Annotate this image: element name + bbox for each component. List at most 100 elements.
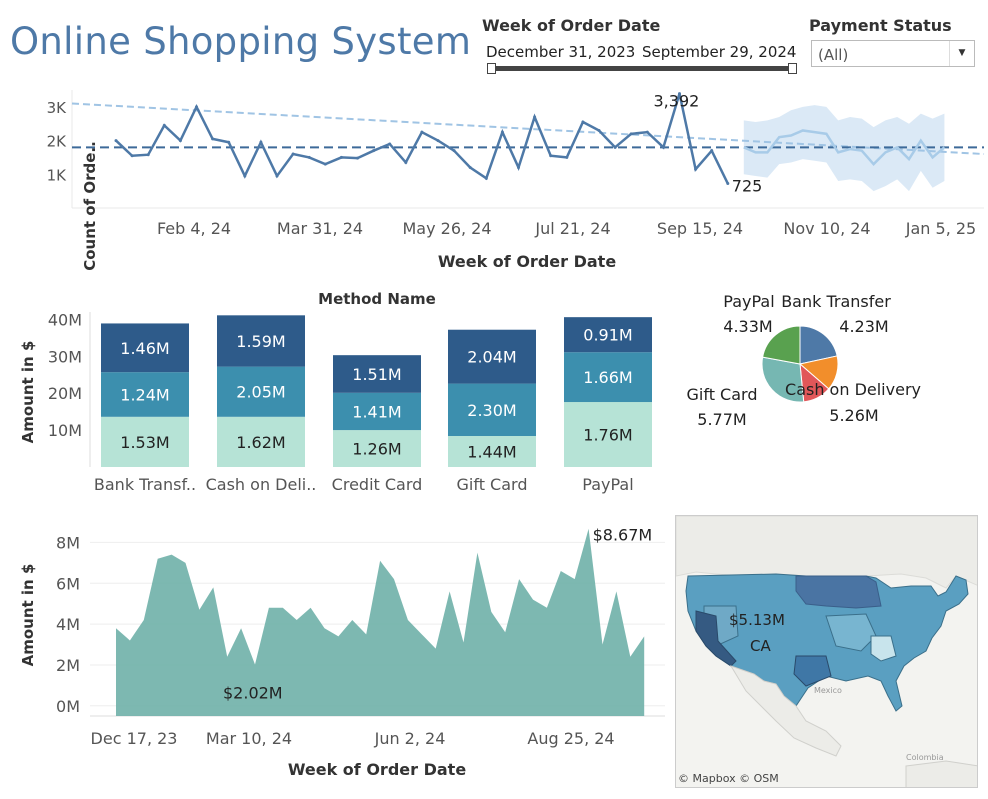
week-filter-end: September 29, 2024 xyxy=(642,43,797,61)
line-x-tick-label: Sep 15, 24 xyxy=(657,219,743,238)
area-y-tick-label: 4M xyxy=(56,615,80,634)
area-y-tick-label: 2M xyxy=(56,656,80,675)
area-y-tick-label: 6M xyxy=(56,574,80,593)
line-point xyxy=(533,115,537,119)
line-point xyxy=(581,120,585,124)
line-annotation: 3,392 xyxy=(654,92,700,111)
line-point xyxy=(613,145,617,149)
bar-value-label: 2.04M xyxy=(467,348,516,367)
line-x-tick-label: Jul 21, 24 xyxy=(534,219,610,238)
line-x-tick-label: Mar 31, 24 xyxy=(277,219,363,238)
pie-slice-name: Cash on Delivery xyxy=(785,380,921,399)
week-range-slider[interactable] xyxy=(487,63,797,74)
line-point xyxy=(404,160,408,164)
bar-y-tick-label: 20M xyxy=(48,384,82,403)
bar-value-label: 1.46M xyxy=(120,339,169,358)
bar-value-label: 0.91M xyxy=(583,326,632,345)
pie-slice-name: Bank Transfer xyxy=(781,292,891,311)
map-value-label: $5.13M xyxy=(729,611,785,629)
bar-segment xyxy=(333,355,421,393)
payment-status-dropdown[interactable]: (All) ▼ xyxy=(811,40,975,67)
line-x-tick-label: May 26, 24 xyxy=(402,219,491,238)
bar-category-label: PayPal xyxy=(582,475,633,494)
midwest-states[interactable] xyxy=(795,575,882,609)
payment-status-value: (All) xyxy=(818,46,849,64)
bar-y-tick-label: 10M xyxy=(48,421,82,440)
bar-segment xyxy=(101,323,189,373)
bar-segment xyxy=(333,392,421,431)
line-point xyxy=(629,132,633,136)
area-x-axis-label: Week of Order Date xyxy=(288,760,467,779)
area-y-axis-label: Amount in $ xyxy=(19,564,37,667)
dashboard-title: Online Shopping System xyxy=(10,20,472,63)
bar-segment xyxy=(564,402,652,467)
line-point xyxy=(678,92,681,96)
bar-value-label: 1.41M xyxy=(352,402,401,421)
slider-end-handle[interactable] xyxy=(788,63,797,74)
line-point xyxy=(339,155,343,159)
week-filter-start: December 31, 2023 xyxy=(486,43,636,61)
bar-value-label: 1.24M xyxy=(120,385,169,404)
payment-filter-label: Payment Status xyxy=(809,16,952,35)
central-states[interactable] xyxy=(825,613,877,652)
line-point xyxy=(436,139,440,143)
area-x-tick-label: Mar 10, 24 xyxy=(206,729,292,748)
area-annotation: $8.67M xyxy=(593,526,653,545)
line-point xyxy=(275,174,279,178)
area-x-tick-label: Dec 17, 23 xyxy=(91,729,178,748)
line-y-tick-label: 2K xyxy=(47,133,68,151)
line-point xyxy=(323,162,327,166)
line-y-tick-label: 3K xyxy=(47,99,68,117)
line-point xyxy=(565,155,569,159)
us-state-map[interactable]: Mexico Colombia $5.13M CA © Mapbox © OSM xyxy=(675,515,978,788)
chevron-down-icon[interactable]: ▼ xyxy=(949,41,974,66)
bar-y-tick-label: 30M xyxy=(48,347,82,366)
area-y-tick-label: 8M xyxy=(56,533,80,552)
line-point xyxy=(259,140,263,144)
bar-segment xyxy=(564,352,652,403)
line-point xyxy=(500,130,504,134)
pie-slice-value: 4.23M xyxy=(839,317,888,336)
pie-slice-value: 5.77M xyxy=(697,410,746,429)
line-point xyxy=(227,140,231,144)
bar-segment xyxy=(564,317,652,353)
pie-slice-value: 5.26M xyxy=(829,406,878,425)
bar-chart-title: Method Name xyxy=(318,290,436,308)
pie-slice xyxy=(761,356,805,403)
actual-line xyxy=(115,93,729,185)
bar-value-label: 1.66M xyxy=(583,368,632,387)
area-x-tick-label: Aug 25, 24 xyxy=(527,729,614,748)
line-point xyxy=(162,123,166,127)
bar-value-label: 1.51M xyxy=(352,365,401,384)
bar-segment xyxy=(333,430,421,467)
slider-start-handle[interactable] xyxy=(487,63,496,74)
line-point xyxy=(468,166,472,170)
line-point xyxy=(645,130,649,134)
bar-segment xyxy=(217,416,305,467)
line-point xyxy=(114,139,118,143)
bar-segment xyxy=(448,436,536,467)
line-point xyxy=(243,174,247,178)
amount-area-chart: 0M 2M 4M 6M 8M Dec 17, 23 Mar 10, 24 Jun 2, 24… xyxy=(19,526,665,779)
map-canvas: Mexico Colombia $5.13M CA © Mapbox © OSM xyxy=(676,516,977,787)
bar-value-label: 2.30M xyxy=(467,401,516,420)
week-filter-label: Week of Order Date xyxy=(482,16,661,35)
light-state[interactable] xyxy=(870,635,897,662)
line-point xyxy=(549,154,553,158)
line-y-tick-label: 1K xyxy=(47,166,68,184)
line-point xyxy=(452,149,456,153)
method-bar-chart: Method Name Amount in $ 10M 20M 30M 40M 1.5… xyxy=(19,290,652,494)
line-point xyxy=(388,142,392,146)
line-point xyxy=(195,105,198,109)
line-point xyxy=(694,167,698,171)
bar-y-axis-label: Amount in $ xyxy=(19,341,37,444)
bar-y-tick-label: 40M xyxy=(48,310,82,329)
pie-slice-name: Gift Card xyxy=(687,385,758,404)
texas-region[interactable] xyxy=(793,655,832,687)
bar-segment xyxy=(217,315,305,367)
bar-segment xyxy=(217,366,305,417)
amount-area xyxy=(116,528,645,716)
line-point xyxy=(484,176,488,180)
line-x-tick-label: Nov 10, 24 xyxy=(783,219,870,238)
map-attribution[interactable]: © Mapbox © OSM xyxy=(678,772,779,785)
